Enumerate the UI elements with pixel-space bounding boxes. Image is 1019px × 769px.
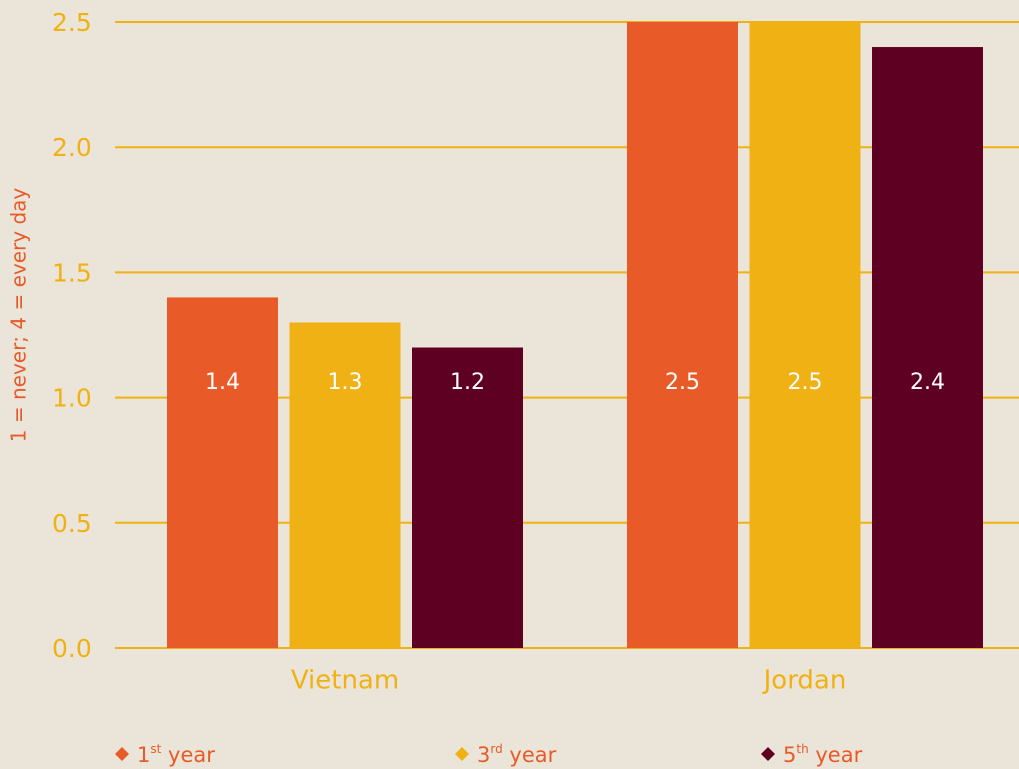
bar bbox=[412, 347, 523, 648]
y-tick-label: 2.5 bbox=[52, 8, 92, 37]
y-tick-label: 0.0 bbox=[52, 634, 92, 663]
bar bbox=[872, 47, 983, 649]
legend-label: 1st year bbox=[137, 742, 215, 768]
bar bbox=[167, 297, 278, 648]
x-tick-label: Vietnam bbox=[291, 666, 399, 696]
value-label: 1.4 bbox=[205, 370, 240, 395]
value-label: 2.5 bbox=[665, 370, 700, 395]
value-label: 1.3 bbox=[328, 370, 363, 395]
value-label: 2.4 bbox=[910, 370, 945, 395]
legend-label: 3rd year bbox=[477, 742, 557, 768]
value-label: 2.5 bbox=[788, 370, 823, 395]
legend-marker bbox=[455, 747, 469, 761]
y-tick-label: 2.0 bbox=[52, 133, 92, 162]
y-tick-label: 1.0 bbox=[52, 384, 92, 413]
value-label: 1.2 bbox=[450, 370, 485, 395]
y-tick-label: 1.5 bbox=[52, 258, 92, 287]
bar bbox=[289, 322, 401, 648]
legend-label: 5th year bbox=[783, 742, 863, 768]
bar bbox=[749, 22, 861, 648]
bar bbox=[627, 22, 738, 648]
y-tick-label: 0.5 bbox=[52, 509, 92, 538]
y-axis-title: 1 = never; 4 = every day bbox=[7, 188, 31, 443]
x-tick-label: Jordan bbox=[762, 666, 847, 696]
legend-marker bbox=[761, 747, 775, 761]
legend-marker bbox=[115, 747, 129, 761]
